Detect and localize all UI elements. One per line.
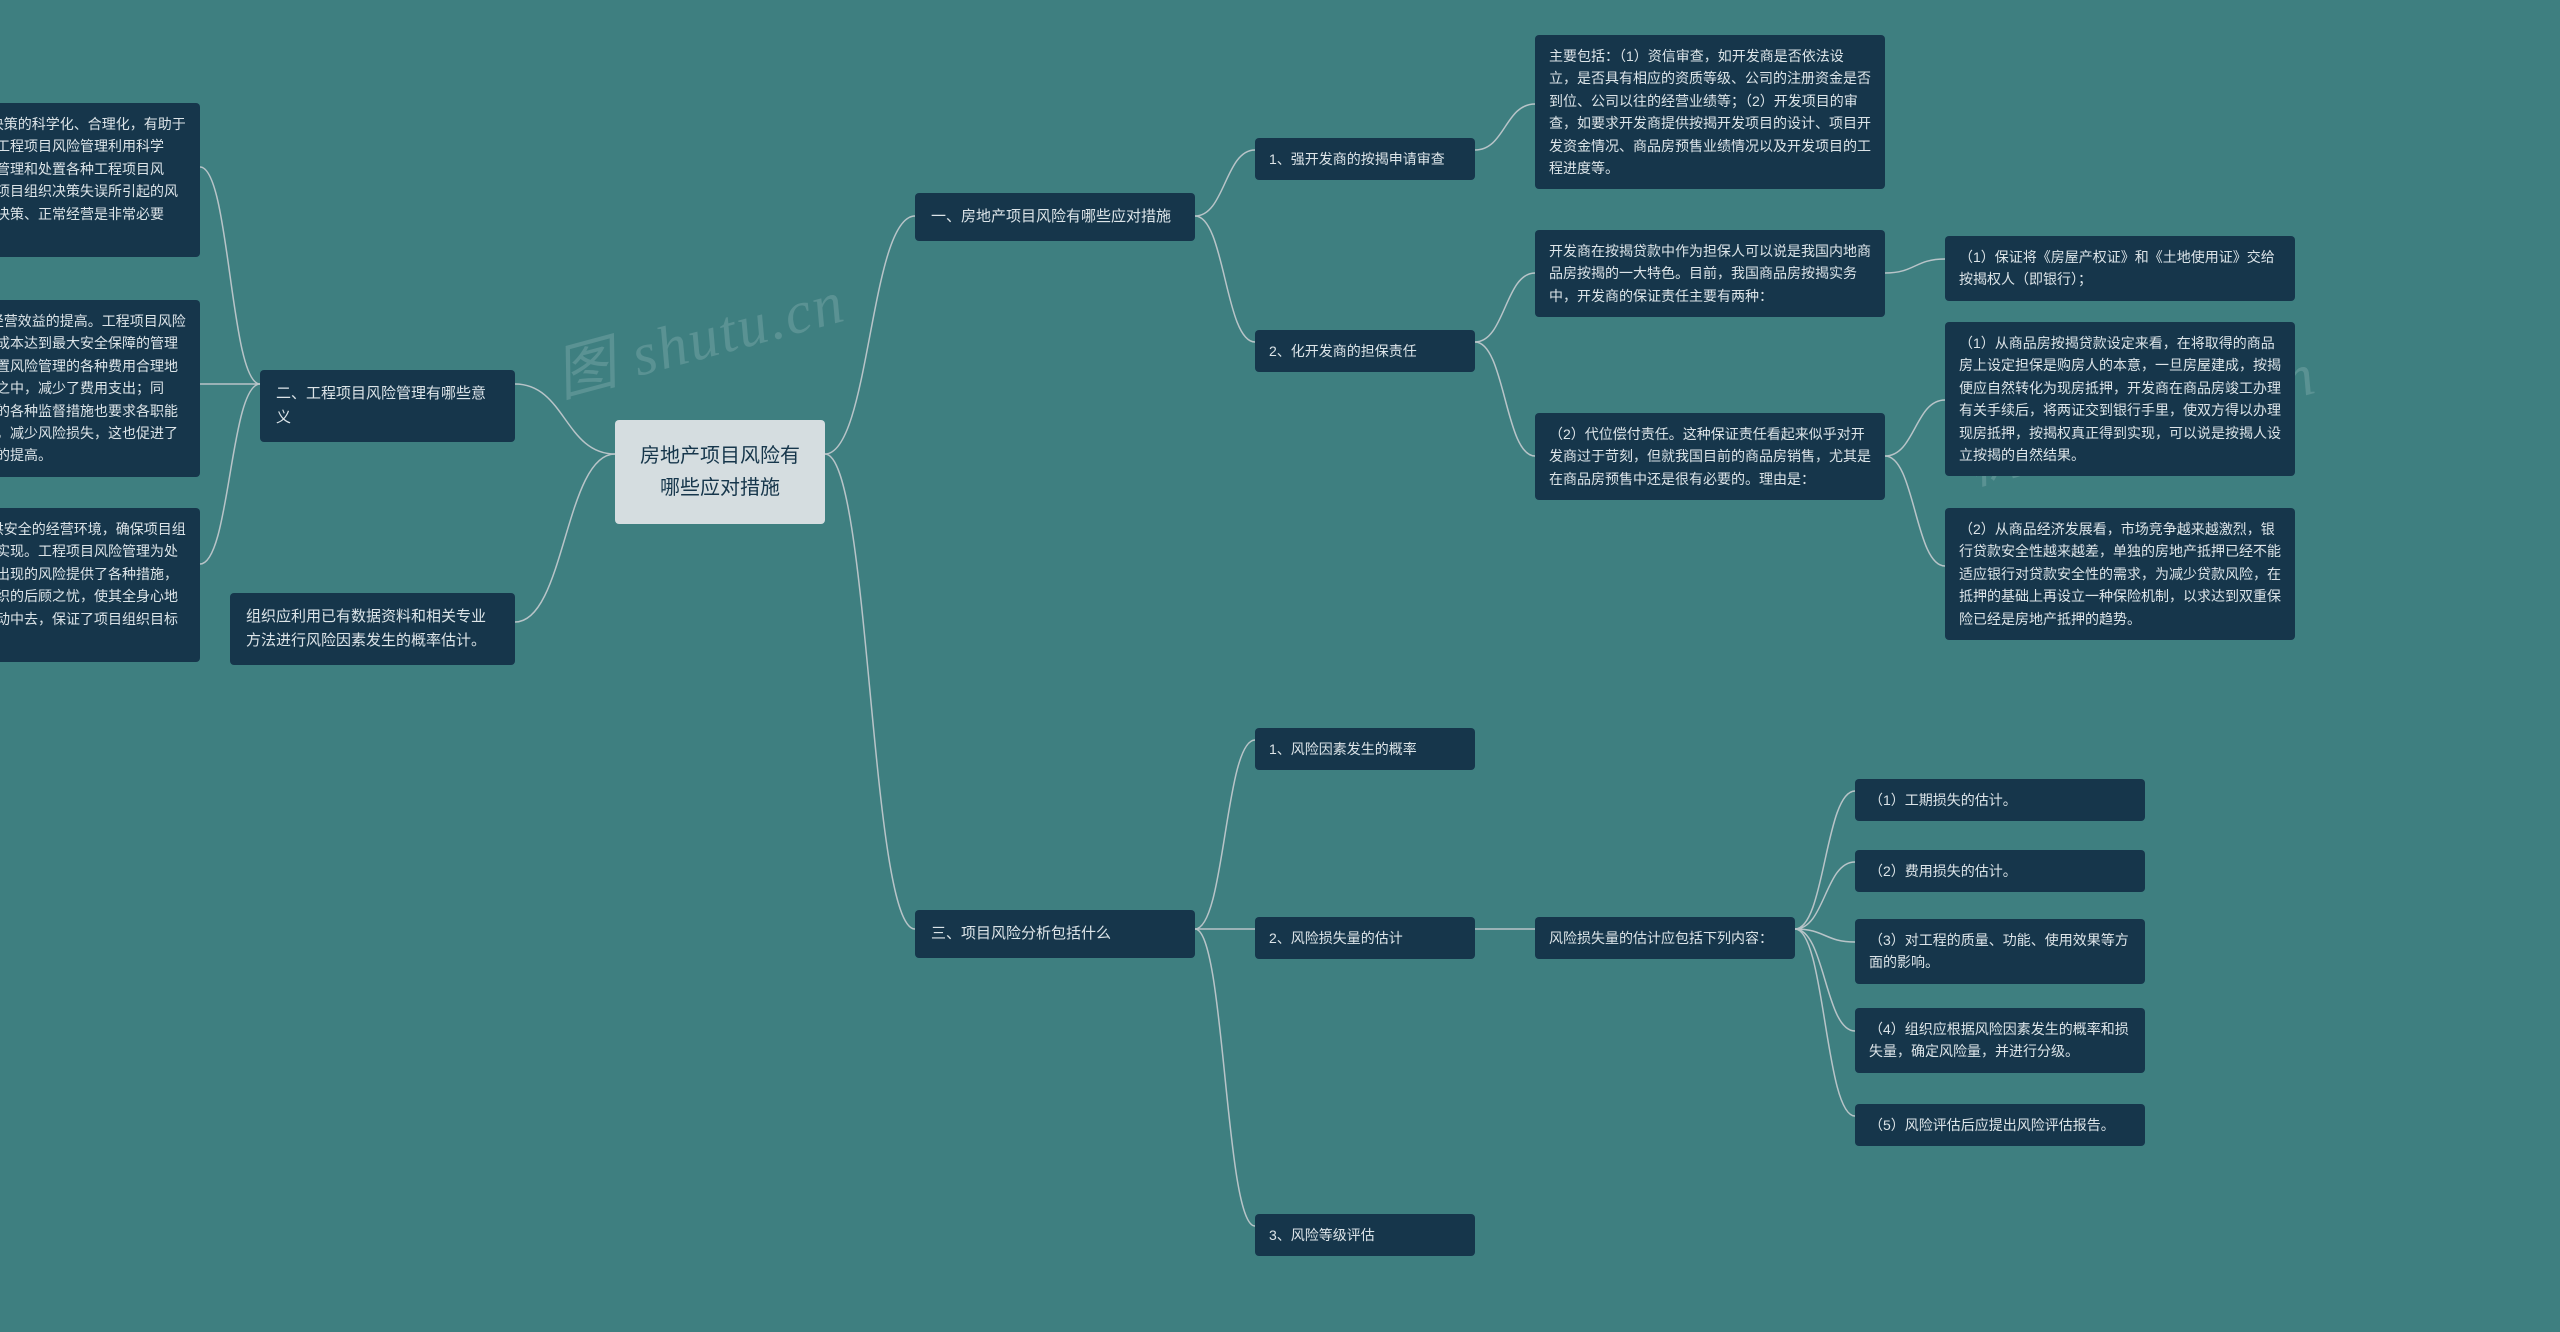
branch-2: 二、工程项目风险管理有哪些意义: [260, 370, 515, 442]
b3-1: 1、风险因素发生的概率: [1255, 728, 1475, 770]
b1-2-1a: （1）保证将《房屋产权证》和《土地使用证》交给按揭权人（即银行）；: [1945, 236, 2295, 301]
connector-lines: [0, 0, 2560, 1332]
b3-2: 2、风险损失量的估计: [1255, 917, 1475, 959]
b1-2-2b: （2）从商品经济发展看，市场竞争越来越激烈，银行贷款安全性越来越差，单独的房地产…: [1945, 508, 2295, 640]
branch-1: 一、房地产项目风险有哪些应对措施: [915, 193, 1195, 241]
b1-2-2a: （1）从商品房按揭贷款设定来看，在将取得的商品房上设定担保是购房人的本意，一旦房…: [1945, 322, 2295, 476]
b3-2-3: （3）对工程的质量、功能、使用效果等方面的影响。: [1855, 919, 2145, 984]
b3-2-2: （2）费用损失的估计。: [1855, 850, 2145, 892]
b1-2-1: 开发商在按揭贷款中作为担保人可以说是我国内地商品房按揭的一大特色。目前，我国商品…: [1535, 230, 1885, 317]
b3-2-5: （5）风险评估后应提出风险评估报告。: [1855, 1104, 2145, 1146]
root-node: 房地产项目风险有哪些应对措施: [615, 420, 825, 524]
b3-2-1: （1）工期损失的估计。: [1855, 779, 2145, 821]
b3-2-4: （4）组织应根据风险因素发生的概率和损失量，确定风险量，并进行分级。: [1855, 1008, 2145, 1073]
b2-2: 2、促进项目组织经营效益的提高。工程项目风险管理是一种以最小成本达到最大安全保障…: [0, 300, 200, 477]
b3-3: 3、风险等级评估: [1255, 1214, 1475, 1256]
b2-1: 1、促进项目实施决策的科学化、合理化，有助于提高决策的质量。工程项目风险管理利用…: [0, 103, 200, 257]
b1-2-2: （2）代位偿付责任。这种保证责任看起来似乎对开发商过于苛刻，但就我国目前的商品房…: [1535, 413, 1885, 500]
b2-3: 3、为项目组织提供安全的经营环境，确保项目组织经营目标的顺利实现。工程项目风险管…: [0, 508, 200, 662]
b1-1: 1、强开发商的按揭申请审查: [1255, 138, 1475, 180]
b3-2-mid: 风险损失量的估计应包括下列内容：: [1535, 917, 1795, 959]
b1-2: 2、化开发商的担保责任: [1255, 330, 1475, 372]
branch-3: 三、项目风险分析包括什么: [915, 910, 1195, 958]
b1-1-1: 主要包括：（1）资信审查，如开发商是否依法设立，是否具有相应的资质等级、公司的注…: [1535, 35, 1885, 189]
watermark-left: 图 shutu.cn: [544, 253, 853, 414]
branch-4: 组织应利用已有数据资料和相关专业方法进行风险因素发生的概率估计。: [230, 593, 515, 665]
